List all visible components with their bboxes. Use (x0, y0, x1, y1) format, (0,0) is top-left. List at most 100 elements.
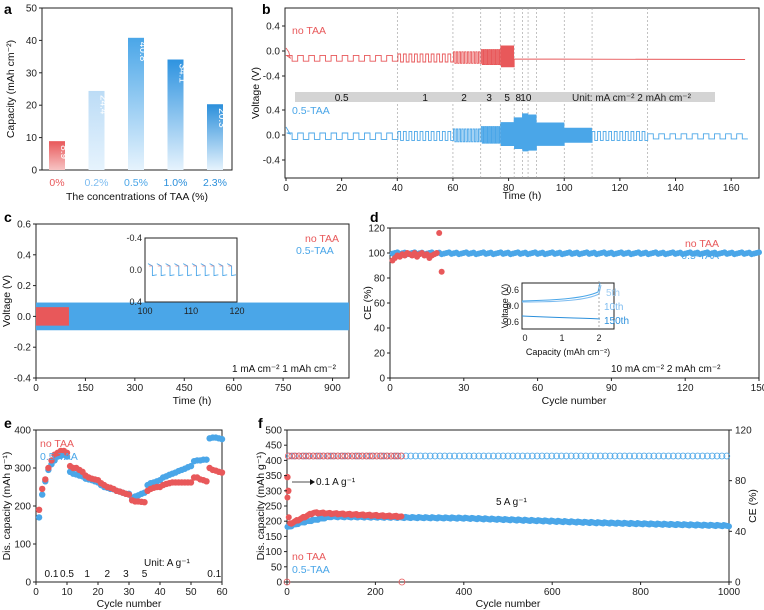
panel-e-point-no-taa (141, 499, 148, 506)
panel-c-x-tick-label: 150 (77, 383, 94, 394)
panel-c-inset-y-tick: -0.4 (126, 233, 142, 243)
panel-f-y-tick-label: 500 (265, 426, 282, 437)
panel-f-ce-point-taa (441, 452, 449, 460)
panel-c-xlabel: Time (h) (173, 395, 212, 407)
panel-d-y-tick-label: 100 (368, 249, 385, 260)
panel-b-rate-label: 1 (422, 93, 428, 104)
panel-e-y-tick-label: 100 (14, 540, 31, 551)
panel-d-x-tick-label: 60 (532, 383, 544, 394)
panel-d-inset: 5th 10th 150th 0.6 0.0 -0.60 1 2 Voltage (V)… (500, 281, 629, 357)
panel-c: c 0.6 0.4 0.2 0.0 -0.2 -0.4 0 150 300 450 600 750 9… (1, 209, 350, 407)
panel-f-x-tick-label: 800 (632, 587, 649, 598)
panel-f-y-tick-label: 200 (265, 517, 282, 528)
panel-a-category-label: 2.3% (203, 177, 227, 189)
panel-b-x-tick-label: 100 (556, 183, 573, 194)
panel-d-legend-taa: 0.5-TAA (681, 250, 719, 262)
panel-b-x-tick-label: 140 (667, 183, 684, 194)
panel-e-ylabel: Dis. capacity (mAh g⁻¹) (1, 452, 13, 561)
panel-c-x-tick-label: 450 (176, 383, 193, 394)
panel-f-ce-point-taa (436, 452, 444, 460)
panel-f-ce-point-taa (606, 452, 614, 460)
panel-f-ylabel: Dis. capacity (mAh g⁻¹) (255, 452, 267, 561)
panel-f-ce-point-no-taa (369, 452, 377, 460)
panel-e-rate-label: 1 (84, 569, 90, 580)
panel-f-ce-point-taa (353, 452, 361, 460)
panel-a-y-tick-label: 30 (26, 68, 38, 79)
panel-label-b: b (262, 1, 271, 17)
panel-b-ytop-tick-label: -0.4 (263, 72, 281, 83)
panel-a-xlabel: The concentrations of TAA (%) (66, 191, 208, 203)
panel-f-ce-point-taa (548, 452, 556, 460)
panel-b-unit-note: Unit: mA cm⁻² 2 mAh cm⁻² (572, 93, 692, 104)
panel-d-point-taa (756, 249, 762, 256)
panel-f-ce-point-no-taa (366, 452, 374, 460)
panel-f-ce-point-taa (446, 452, 454, 460)
panel-e-legend-taa: 0.5-TAA (40, 451, 78, 463)
panel-f-ce-point-no-taa (330, 452, 338, 460)
panel-d-inset-y-tick: -0.6 (503, 317, 519, 327)
panel-c-x-tick-label: 900 (324, 383, 341, 394)
panel-f-ce-point-taa (669, 452, 677, 460)
panel-c-y-tick-label: 0.0 (17, 312, 31, 323)
panel-b-x-tick-label: 160 (723, 183, 740, 194)
panel-f-ce-point-no-taa (359, 452, 366, 460)
panel-e-x-tick-label: 60 (216, 587, 228, 598)
panel-d-ylabel: CE (%) (362, 286, 374, 320)
panel-e-point-no-taa (48, 457, 55, 464)
panel-c-series-taa (36, 302, 349, 331)
panel-a-category-label: 0% (49, 177, 64, 189)
panel-f-cap-point-no-taa (285, 487, 292, 494)
panel-b-x-tick-label: 120 (612, 183, 629, 194)
panel-d-x-tick-label: 0 (387, 383, 393, 394)
panel-d-inset-legend-150th: 150th (604, 316, 629, 327)
panel-a-bar (49, 141, 65, 170)
panel-c-inset-frame (144, 237, 238, 303)
panel-b-ytop-tick-label: 0.0 (266, 47, 280, 58)
panel-f-ce-point-taa (455, 452, 463, 460)
panel-f-ce-point-taa (460, 452, 468, 460)
panel-e-point-taa (218, 435, 226, 443)
panel-e-point-taa (35, 514, 43, 521)
panel-f-ce-point-taa (417, 452, 424, 460)
panel-e-point-taa (203, 456, 210, 463)
panel-f-ce-point-taa (640, 452, 648, 460)
panel-d-inset-legend-5th: 5th (606, 288, 620, 299)
panel-f-ce-point-taa (665, 452, 672, 460)
panel-b-series-taa (285, 113, 748, 152)
panel-f-ce-point-taa (708, 452, 716, 460)
panel-e-point-no-taa (203, 478, 210, 485)
panel-d-y-tick-label: 120 (368, 224, 385, 235)
panel-b-rate-label: 3 (486, 93, 492, 104)
panel-c-ylabel: Voltage (V) (1, 275, 13, 327)
panel-b-rate-label: 10 (520, 93, 532, 104)
panel-f-ce-point-taa (504, 452, 512, 460)
panel-d-inset-ylabel: Voltage (V) (500, 284, 510, 329)
panel-f-ce-point-no-taa (398, 578, 406, 586)
panel-f-cap-point-no-taa (284, 494, 291, 501)
panel-e-legend-no-taa: no TAA (40, 438, 74, 450)
panel-f-ce-point-taa (553, 452, 561, 460)
panel-a-bar (167, 59, 184, 170)
panel-f-ce-point-no-taa (320, 452, 328, 460)
panel-a-bar (128, 37, 144, 170)
panel-f-ce-point-no-taa (352, 452, 359, 460)
panel-e-y-tick-label: 0 (25, 578, 31, 589)
panel-f-ce-point-taa (684, 452, 692, 460)
panel-c-legend-no-taa: no TAA (305, 233, 339, 245)
panel-a-value-label: 40.8 (137, 42, 148, 62)
panel-b-x-tick-label: 20 (336, 183, 348, 194)
panel-f-ce-point-taa (621, 452, 629, 460)
panel-f-ce-point-no-taa (348, 452, 356, 460)
panel-d-inset-y-tick: 0.6 (506, 285, 519, 295)
panel-e-unit-note: Unit: A g⁻¹ (144, 558, 191, 569)
panel-f-ce-point-no-taa (376, 452, 384, 460)
panel-f-ce-point-taa (509, 452, 517, 460)
panel-f-ce-point-taa (499, 452, 507, 460)
panel-e: e 400 300 200 100 0 0 10 20 30 40 50 60 no TAA 0.5… (1, 415, 228, 610)
panel-f-xlabel: Cycle number (476, 598, 541, 610)
panel-d-inset-x-tick: 2 (596, 333, 601, 343)
panel-f-ce-point-no-taa (313, 452, 321, 460)
panel-f-ce-point-taa (562, 452, 570, 460)
panel-c-inset-x-tick: 120 (229, 306, 244, 316)
